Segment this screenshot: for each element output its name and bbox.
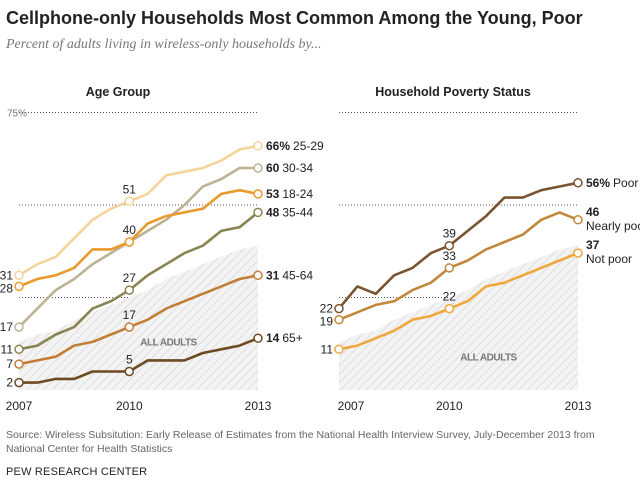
start-value-label: 31 [0, 268, 13, 282]
mid-value-label: 27 [123, 271, 137, 285]
end-value: 37 [586, 238, 600, 252]
x-tick-label: 2007 [338, 399, 365, 413]
mid-value-label: 51 [123, 182, 137, 196]
end-label: 56% Poor [586, 176, 638, 190]
data-point [14, 377, 24, 388]
start-value-label: 7 [6, 357, 13, 371]
x-tick-label: 2013 [245, 399, 272, 413]
end-value: 48 [266, 205, 280, 219]
end-value: 66% [266, 139, 290, 153]
series-line-Poor [337, 181, 579, 310]
start-value-label: 11 [321, 342, 334, 356]
series-line-Not poor [338, 251, 579, 351]
data-point [14, 322, 24, 332]
data-point [253, 141, 263, 151]
chart-title: Cellphone-only Households Most Common Am… [6, 8, 583, 28]
x-tick-label: 2010 [436, 399, 463, 413]
end-value: 31 [266, 268, 280, 282]
data-point [573, 248, 583, 258]
data-point [334, 344, 344, 355]
start-value-label: 17 [0, 320, 13, 334]
series-name: Poor [613, 176, 638, 190]
end-value: 60 [266, 161, 280, 175]
data-point [14, 344, 24, 355]
x-tick-label: 2007 [6, 399, 33, 413]
end-label: 48 35-44 [266, 205, 313, 219]
end-label: 37 Not poor [586, 238, 632, 266]
data-point [124, 237, 135, 247]
series-line-25-29 [18, 144, 259, 277]
data-point [14, 270, 24, 281]
series-name: 18-24 [282, 187, 313, 201]
series-line-18-24 [18, 188, 259, 288]
data-point [444, 240, 455, 251]
series-line-30-34 [18, 166, 258, 329]
end-label: 31 45-64 [266, 268, 313, 282]
chart-subtitle: Percent of adults living in wireless-onl… [6, 37, 322, 52]
data-point [334, 303, 344, 314]
series-name: 35-44 [282, 205, 313, 219]
data-point [124, 322, 135, 332]
series-name: 25-29 [293, 139, 324, 153]
mid-value-label: 40 [123, 223, 137, 237]
start-value-label: 22 [320, 302, 334, 316]
data-point [253, 189, 263, 199]
end-label: 60 30-34 [266, 161, 313, 175]
data-point [573, 178, 583, 188]
end-value: 46 [586, 205, 600, 219]
data-point [253, 333, 263, 343]
series-name: Nearly poor [586, 219, 640, 233]
data-point [253, 270, 263, 281]
x-tick-label: 2010 [116, 399, 143, 413]
series-name: Not poor [586, 252, 632, 266]
series-name: 30-34 [282, 161, 313, 175]
series-line-35-44 [18, 211, 259, 351]
all-adults-label: ALL ADULTS [140, 338, 197, 349]
start-value-label: 28 [0, 281, 13, 295]
mid-value-label: 33 [443, 249, 457, 263]
end-value: 56% [586, 176, 610, 190]
mid-value-label: 39 [443, 227, 457, 241]
end-label: 66% 25-29 [266, 139, 324, 153]
end-label: 14 65+ [266, 331, 303, 345]
series-name: 45-64 [282, 268, 313, 282]
series-line-Nearly poor [338, 211, 579, 321]
end-value: 14 [266, 331, 280, 345]
data-point [124, 285, 135, 295]
panel-title: Age Group [86, 85, 151, 99]
source-note: Source: Wireless Subsitution: Early Rele… [6, 429, 595, 455]
panel-title: Household Poverty Status [375, 85, 531, 99]
data-point [444, 263, 455, 273]
end-label: 53 18-24 [266, 187, 313, 201]
start-value-label: 19 [320, 315, 334, 329]
start-value-label: 2 [6, 376, 13, 390]
x-tick-label: 2013 [565, 399, 592, 413]
data-point [253, 163, 263, 173]
series-line-45-64 [18, 274, 259, 366]
data-point [253, 207, 263, 218]
data-point [573, 215, 583, 225]
y-tick-label: 75% [7, 109, 27, 120]
mid-value-label: 5 [126, 353, 133, 367]
mid-value-label: 22 [443, 290, 457, 304]
series-line-65+ [19, 336, 259, 384]
data-point [124, 366, 135, 377]
credit: PEW RESEARCH CENTER [6, 466, 148, 478]
data-point [334, 314, 344, 325]
series-name: 65+ [282, 331, 302, 345]
all-adults-area [19, 245, 258, 390]
all-adults-area [339, 245, 578, 390]
data-point [14, 359, 24, 369]
data-point [124, 196, 135, 207]
end-value: 53 [266, 187, 280, 201]
data-point [444, 303, 455, 314]
all-adults-label: ALL ADULTS [460, 352, 517, 363]
start-value-label: 11 [1, 342, 14, 356]
mid-value-label: 17 [123, 308, 137, 322]
data-point [14, 281, 24, 292]
